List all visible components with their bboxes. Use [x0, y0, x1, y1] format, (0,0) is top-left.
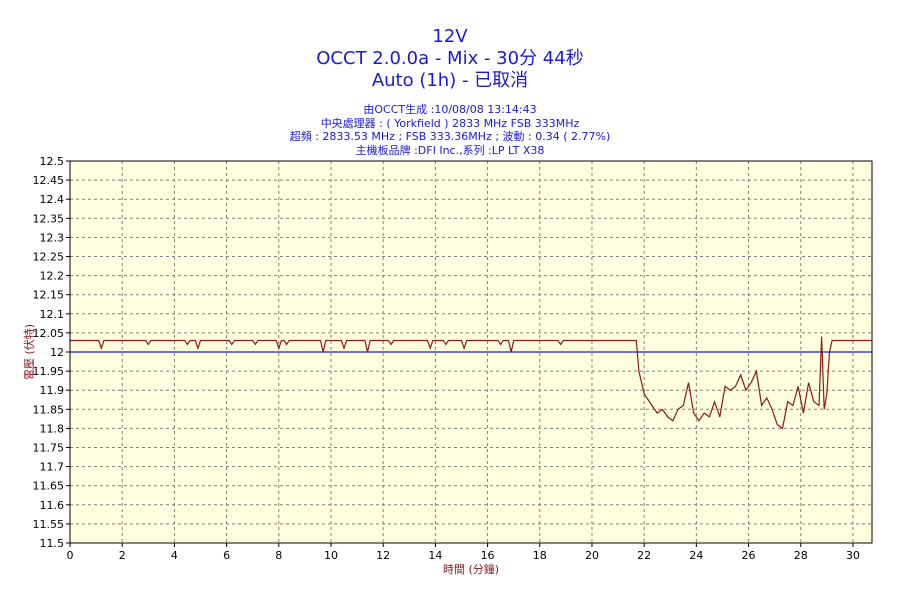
y-tick-label: 12.2 [40, 270, 65, 283]
y-tick-label: 12.4 [40, 193, 65, 206]
x-axis-title: 時間 (分鐘) [443, 562, 499, 576]
y-tick-label: 11.65 [33, 480, 65, 493]
x-tick-label: 20 [585, 549, 599, 562]
y-tick-label: 11.95 [33, 365, 65, 378]
system-info: 由OCCT生成 :10/08/08 13:14:43 中央處理器 : ( Yor… [0, 103, 900, 157]
x-tick-label: 6 [223, 549, 230, 562]
y-tick-label: 12.05 [33, 327, 65, 340]
y-tick-label: 11.7 [40, 461, 65, 474]
voltage-series-line [70, 336, 872, 430]
x-tick-label: 10 [324, 549, 338, 562]
info-generated: 由OCCT生成 :10/08/08 13:14:43 [363, 103, 537, 116]
y-tick-label: 12 [50, 346, 64, 359]
x-tick-label: 28 [794, 549, 808, 562]
y-tick-label: 11.55 [33, 518, 65, 531]
x-tick-label: 22 [637, 549, 651, 562]
x-tick-label: 8 [275, 549, 282, 562]
y-tick-label: 11.85 [33, 403, 65, 416]
y-tick-label: 11.8 [40, 422, 65, 435]
chart-title-block: 12V OCCT 2.0.0a - Mix - 30分 44秒 Auto (1h… [0, 26, 900, 92]
chart-title: 12V [432, 26, 468, 47]
info-motherboard: 主機板品牌 :DFI Inc.,系列 :LP LT X38 [355, 143, 545, 157]
info-overclock: 超頻 : 2833.53 MHz ; FSB 333.36MHz ; 波動 : … [289, 130, 611, 143]
y-tick-label: 11.9 [40, 384, 65, 397]
x-tick-label: 0 [67, 549, 74, 562]
y-tick-label: 12.5 [40, 155, 65, 168]
chart-subtitle-test: OCCT 2.0.0a - Mix - 30分 44秒 [316, 48, 584, 69]
y-tick-label: 11.5 [40, 537, 65, 550]
x-tick-label: 18 [533, 549, 547, 562]
chart-subtitle-mode: Auto (1h) - 已取消 [371, 70, 529, 91]
y-tick-label: 11.75 [33, 442, 65, 455]
y-tick-label: 12.15 [33, 289, 65, 302]
y-tick-label: 12.1 [40, 308, 65, 321]
x-tick-label: 12 [376, 549, 390, 562]
axes: 11.5 11.55 11.6 11.65 11.7 11.75 11.8 11.85 11.9… [33, 155, 860, 562]
grid-lines [70, 161, 872, 543]
x-tick-label: 16 [481, 549, 495, 562]
x-tick-label: 24 [689, 549, 703, 562]
x-tick-label: 4 [171, 549, 178, 562]
x-tick-label: 14 [428, 549, 442, 562]
y-tick-label: 11.6 [40, 499, 65, 512]
y-tick-label: 12.45 [33, 174, 65, 187]
y-tick-label: 12.3 [40, 231, 65, 244]
x-tick-label: 26 [742, 549, 756, 562]
info-cpu: 中央處理器 : ( Yorkfield ) 2833 MHz FSB 333MH… [320, 116, 580, 130]
x-tick-label: 2 [119, 549, 126, 562]
x-tick-label: 30 [846, 549, 860, 562]
y-tick-label: 12.25 [33, 251, 65, 264]
y-axis-title: 電壓 (伏特) [22, 324, 36, 380]
y-tick-label: 12.35 [33, 212, 65, 225]
